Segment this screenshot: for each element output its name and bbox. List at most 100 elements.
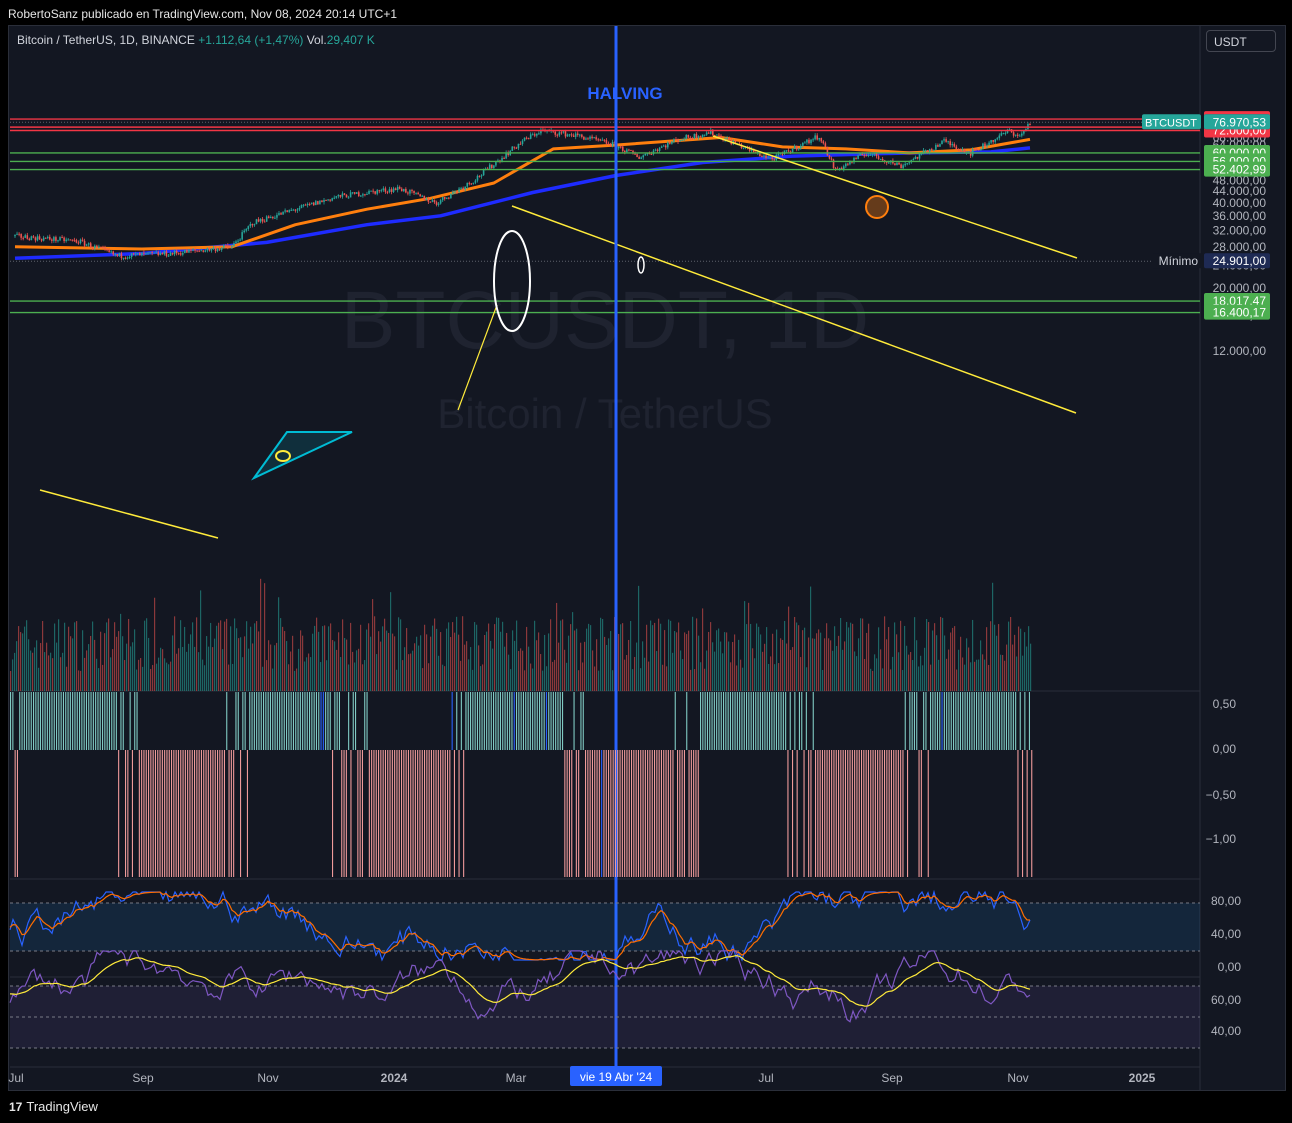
candle-body bbox=[48, 236, 51, 240]
osc-bar bbox=[396, 750, 398, 877]
osc-bar bbox=[148, 750, 150, 877]
volume-bar bbox=[82, 630, 84, 691]
min-label-bg bbox=[1153, 253, 1203, 269]
candle-body bbox=[89, 243, 92, 248]
volume-bar bbox=[730, 662, 732, 691]
osc-bar bbox=[125, 750, 127, 877]
volume-bar bbox=[178, 648, 180, 691]
osc-bar bbox=[683, 750, 685, 877]
osc-bar bbox=[739, 692, 741, 750]
candle-body bbox=[198, 250, 200, 252]
candle-body bbox=[108, 250, 110, 252]
volume-bar bbox=[662, 664, 664, 691]
volume-bar bbox=[462, 616, 464, 691]
candle-body bbox=[253, 224, 256, 226]
osc-bar bbox=[992, 692, 994, 750]
price-change: +1.112,64 (+1,47%) bbox=[198, 33, 304, 47]
osc-bar bbox=[732, 692, 734, 750]
volume-bar bbox=[738, 639, 740, 691]
osc-bar bbox=[976, 692, 978, 750]
volume-bar bbox=[232, 663, 234, 691]
volume-bar bbox=[542, 670, 544, 691]
candle-body bbox=[267, 216, 270, 219]
osc-bar bbox=[930, 692, 932, 750]
osc-bar bbox=[322, 692, 324, 750]
volume-bar bbox=[948, 649, 950, 691]
volume-bar bbox=[756, 623, 758, 691]
volume-bar bbox=[452, 622, 454, 691]
candle-body bbox=[619, 146, 622, 148]
volume-bar bbox=[184, 626, 186, 691]
price-axis-tick: 32.000,00 bbox=[1213, 223, 1267, 237]
volume-bar bbox=[602, 619, 604, 691]
volume-bar bbox=[256, 621, 258, 691]
volume-bar bbox=[478, 645, 480, 691]
volume-bar bbox=[180, 620, 182, 691]
osc-bar bbox=[801, 692, 803, 750]
volume-bar bbox=[278, 597, 280, 691]
candle-body bbox=[227, 245, 229, 247]
symbol-title[interactable]: Bitcoin / TetherUS, 1D, BINANCE bbox=[17, 33, 195, 47]
osc-bar bbox=[667, 750, 669, 877]
volume-bar bbox=[432, 625, 434, 691]
candle-body bbox=[96, 245, 98, 248]
volume-bar bbox=[150, 668, 152, 691]
osc-bar bbox=[969, 692, 971, 750]
currency-selector[interactable]: USDT bbox=[1206, 30, 1276, 52]
osc-bar bbox=[511, 692, 513, 750]
candle-body bbox=[750, 148, 753, 151]
volume-bar bbox=[912, 660, 914, 691]
osc-bar bbox=[387, 750, 389, 877]
candle-body bbox=[276, 214, 278, 218]
tradingview-branding[interactable]: 17 TradingView bbox=[9, 1099, 98, 1114]
candle-body bbox=[957, 149, 960, 151]
candle-body bbox=[873, 153, 876, 155]
candle-body bbox=[141, 252, 143, 256]
candle-body bbox=[982, 143, 984, 150]
volume-bar bbox=[536, 640, 538, 691]
osc-bar bbox=[267, 692, 269, 750]
osc-bar bbox=[789, 692, 791, 750]
candle-body bbox=[390, 189, 393, 192]
candle-body bbox=[327, 199, 329, 201]
candle-body bbox=[990, 140, 992, 143]
osc-bar bbox=[279, 692, 281, 750]
candle-body bbox=[249, 224, 252, 227]
candle-body bbox=[540, 129, 542, 134]
candle-body bbox=[795, 145, 798, 150]
osc-bar bbox=[152, 750, 154, 877]
symbol-legend[interactable]: Bitcoin / TetherUS, 1D, BINANCE +1.112,6… bbox=[17, 33, 375, 47]
osc-bar bbox=[1031, 750, 1033, 877]
volume-bar bbox=[480, 666, 482, 691]
candle-body bbox=[963, 149, 966, 153]
volume-bar bbox=[412, 650, 414, 691]
volume-bar bbox=[766, 627, 768, 691]
candle-body bbox=[110, 251, 112, 253]
candle-body bbox=[40, 239, 43, 241]
osc-bar bbox=[304, 692, 306, 750]
osc-bar bbox=[796, 750, 798, 877]
volume-bar bbox=[552, 661, 554, 691]
osc-bar bbox=[465, 692, 467, 750]
volume-bar bbox=[628, 639, 630, 691]
candle-body bbox=[791, 148, 794, 153]
candle-body bbox=[593, 137, 595, 139]
candle-body bbox=[134, 253, 137, 255]
osc-bar bbox=[608, 750, 610, 877]
time-axis-tick: Nov bbox=[1007, 1071, 1028, 1085]
osc-bar bbox=[571, 750, 573, 877]
osc-bar bbox=[58, 692, 60, 750]
triangle-pattern bbox=[250, 431, 353, 481]
candle-body bbox=[235, 241, 237, 244]
volume-bar bbox=[326, 660, 328, 691]
volume-bar bbox=[112, 649, 114, 691]
osc-bar bbox=[292, 692, 294, 750]
osc-bar bbox=[95, 692, 97, 750]
candle-body bbox=[728, 138, 730, 140]
volume-bar bbox=[748, 602, 750, 691]
osc-bar bbox=[191, 750, 193, 877]
candle-body bbox=[560, 132, 563, 134]
candle-body bbox=[247, 226, 250, 230]
candle-body bbox=[122, 257, 125, 259]
